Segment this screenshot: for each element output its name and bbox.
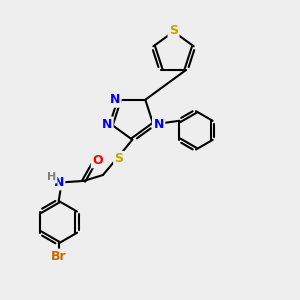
Text: O: O xyxy=(92,154,103,167)
Text: S: S xyxy=(169,24,178,37)
Text: N: N xyxy=(53,176,64,189)
Text: N: N xyxy=(153,118,164,131)
Text: N: N xyxy=(110,93,120,106)
Text: H: H xyxy=(47,172,56,182)
Text: N: N xyxy=(102,118,112,131)
Text: Br: Br xyxy=(51,250,67,263)
Text: S: S xyxy=(115,152,124,165)
